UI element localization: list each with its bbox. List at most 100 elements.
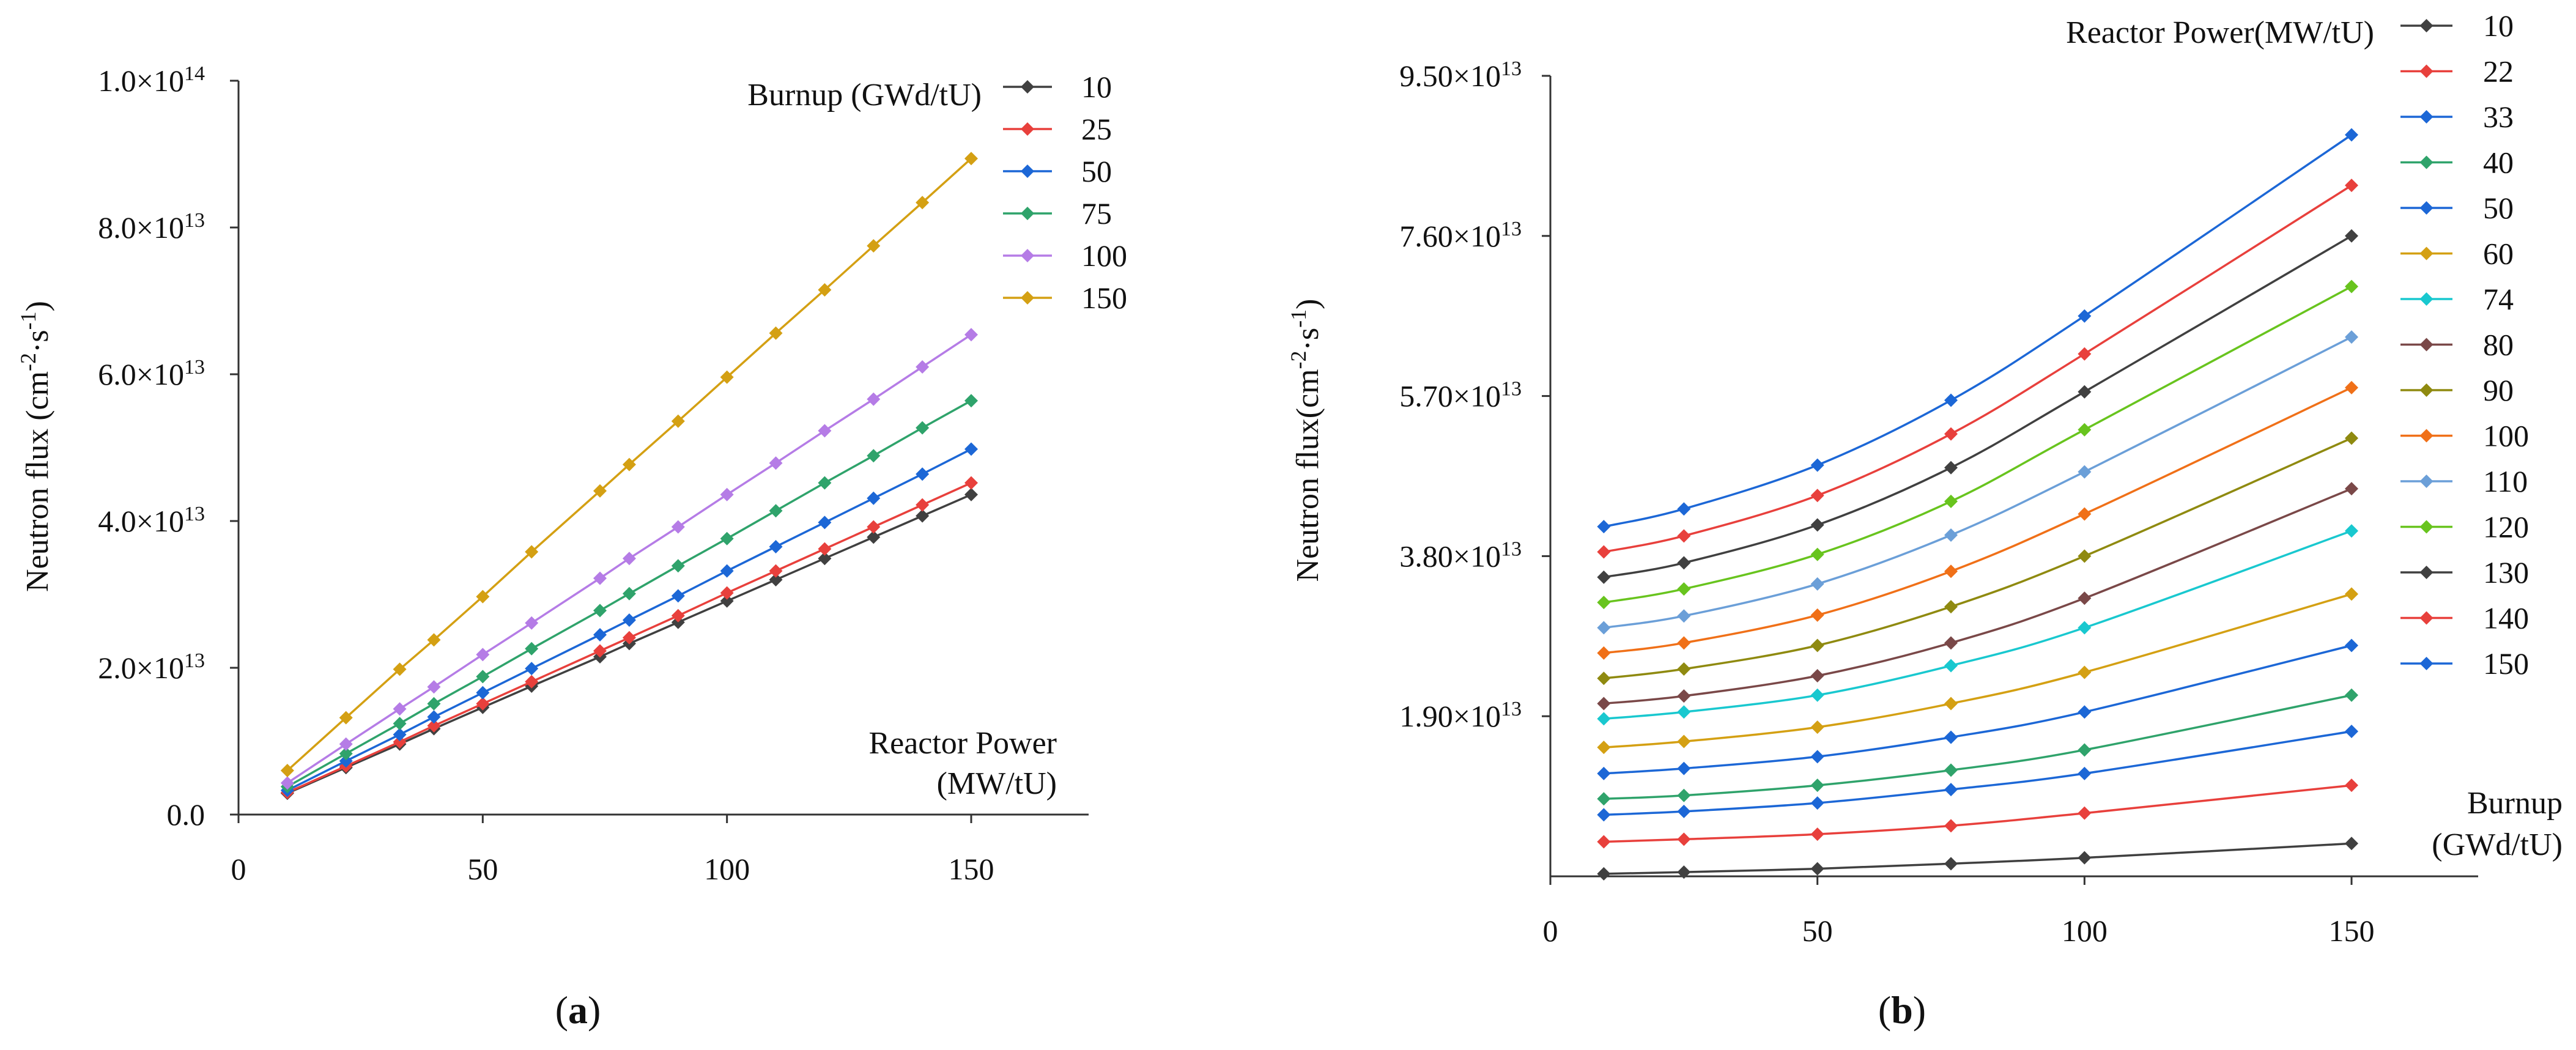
- data-point: [1597, 766, 1611, 780]
- data-point: [393, 728, 407, 742]
- legend-label: 130: [2483, 555, 2529, 590]
- data-point: [2078, 705, 2092, 719]
- legend-label: 10: [1081, 70, 1112, 104]
- legend-entry-80: 80: [2400, 328, 2514, 362]
- x-axis-label-line1: Reactor Power: [868, 726, 1057, 761]
- legend-entry-40: 40: [2400, 146, 2514, 180]
- data-point: [867, 520, 881, 534]
- data-point: [2345, 330, 2358, 344]
- series-150: [1597, 128, 2358, 534]
- data-point: [427, 680, 441, 694]
- x-axis-label-line2: (MW/tU): [937, 766, 1057, 801]
- legend-label: 22: [2483, 54, 2514, 89]
- data-point: [1944, 636, 1958, 650]
- series-line: [1604, 842, 2352, 875]
- data-point: [2078, 851, 2092, 865]
- data-point: [1677, 556, 1691, 570]
- y-tick-label: 5.70×1013: [1399, 377, 1522, 413]
- data-point: [1810, 638, 1824, 653]
- legend-entry-100: 100: [2400, 419, 2529, 453]
- legend-entry-25: 25: [1003, 112, 1112, 146]
- y-tick-label: 0.0: [167, 797, 205, 832]
- data-point: [339, 754, 353, 768]
- data-point: [1944, 564, 1958, 579]
- data-point: [525, 641, 539, 656]
- legend-label: 140: [2483, 601, 2529, 635]
- y-tick-label: 3.80×1013: [1399, 538, 1522, 574]
- legend-marker: [2419, 338, 2434, 352]
- legend-marker: [2419, 383, 2434, 397]
- series-50: [1597, 638, 2358, 780]
- data-point: [622, 552, 636, 566]
- data-point: [818, 476, 832, 490]
- data-point: [1944, 730, 1958, 744]
- data-point: [964, 476, 978, 490]
- x-axis-label-line2: (GWd/tU): [2432, 827, 2563, 862]
- data-point: [916, 421, 930, 435]
- data-point: [1810, 688, 1824, 702]
- data-point: [671, 414, 685, 428]
- data-point: [1677, 689, 1691, 703]
- data-point: [671, 589, 685, 603]
- legend-entry-75: 75: [1003, 196, 1112, 231]
- data-point: [2345, 725, 2358, 739]
- series-74: [1597, 524, 2358, 726]
- data-point: [2345, 179, 2358, 193]
- data-point: [818, 283, 832, 297]
- data-point: [2345, 128, 2358, 142]
- data-point: [1677, 529, 1691, 543]
- legend-entry-100: 100: [1003, 238, 1127, 273]
- series-10: [1597, 837, 2358, 881]
- legend-entry-50: 50: [2400, 191, 2514, 225]
- data-point: [2078, 743, 2092, 757]
- data-point: [525, 616, 539, 630]
- data-point: [1810, 489, 1824, 503]
- legend-label: 110: [2483, 464, 2528, 498]
- data-point: [2345, 279, 2358, 294]
- legend-marker: [2419, 611, 2434, 625]
- y-axis-label: Neutron flux (cm-2·s-1): [16, 301, 55, 592]
- data-point: [427, 710, 441, 724]
- legend-label: 60: [2483, 237, 2514, 271]
- x-tick-label: 0: [231, 852, 246, 886]
- data-point: [1810, 778, 1824, 793]
- legend-label: 90: [2483, 373, 2514, 407]
- data-point: [1597, 646, 1611, 660]
- x-tick-label: 50: [1802, 914, 1833, 948]
- legend-entry-120: 120: [2400, 510, 2529, 544]
- legend-marker: [2419, 520, 2434, 534]
- data-point: [2078, 465, 2092, 479]
- data-point: [2078, 507, 2092, 521]
- x-tick-label: 100: [704, 852, 750, 886]
- data-point: [1597, 596, 1611, 610]
- data-point: [720, 370, 734, 384]
- data-point: [2345, 431, 2358, 445]
- legend-entry-22: 22: [2400, 54, 2514, 89]
- x-tick-label: 0: [1543, 914, 1558, 948]
- series-150: [280, 152, 978, 777]
- data-point: [1944, 600, 1958, 614]
- legend-marker: [2419, 429, 2434, 443]
- legend-marker: [2419, 246, 2434, 261]
- legend-marker: [2419, 292, 2434, 306]
- data-point: [2345, 229, 2358, 243]
- data-point: [1597, 867, 1611, 881]
- data-point: [2345, 638, 2358, 653]
- legend-marker: [1021, 291, 1034, 305]
- data-point: [1597, 835, 1611, 849]
- data-point: [1810, 458, 1824, 472]
- data-point: [2078, 806, 2092, 820]
- series-line: [1604, 730, 2352, 816]
- data-point: [769, 456, 783, 470]
- y-tick-label: 7.60×1013: [1399, 217, 1522, 253]
- y-tick-label: 4.0×1013: [98, 503, 205, 539]
- legend: Burnup (GWd/tU) 10 25 50 75 100 150: [747, 70, 1127, 315]
- data-point: [622, 457, 636, 471]
- data-point: [1677, 804, 1691, 818]
- x-tick-label: 150: [949, 852, 994, 886]
- data-point: [1597, 712, 1611, 726]
- data-point: [964, 442, 978, 456]
- data-point: [1677, 636, 1691, 650]
- data-point: [720, 594, 734, 608]
- data-point: [427, 633, 441, 647]
